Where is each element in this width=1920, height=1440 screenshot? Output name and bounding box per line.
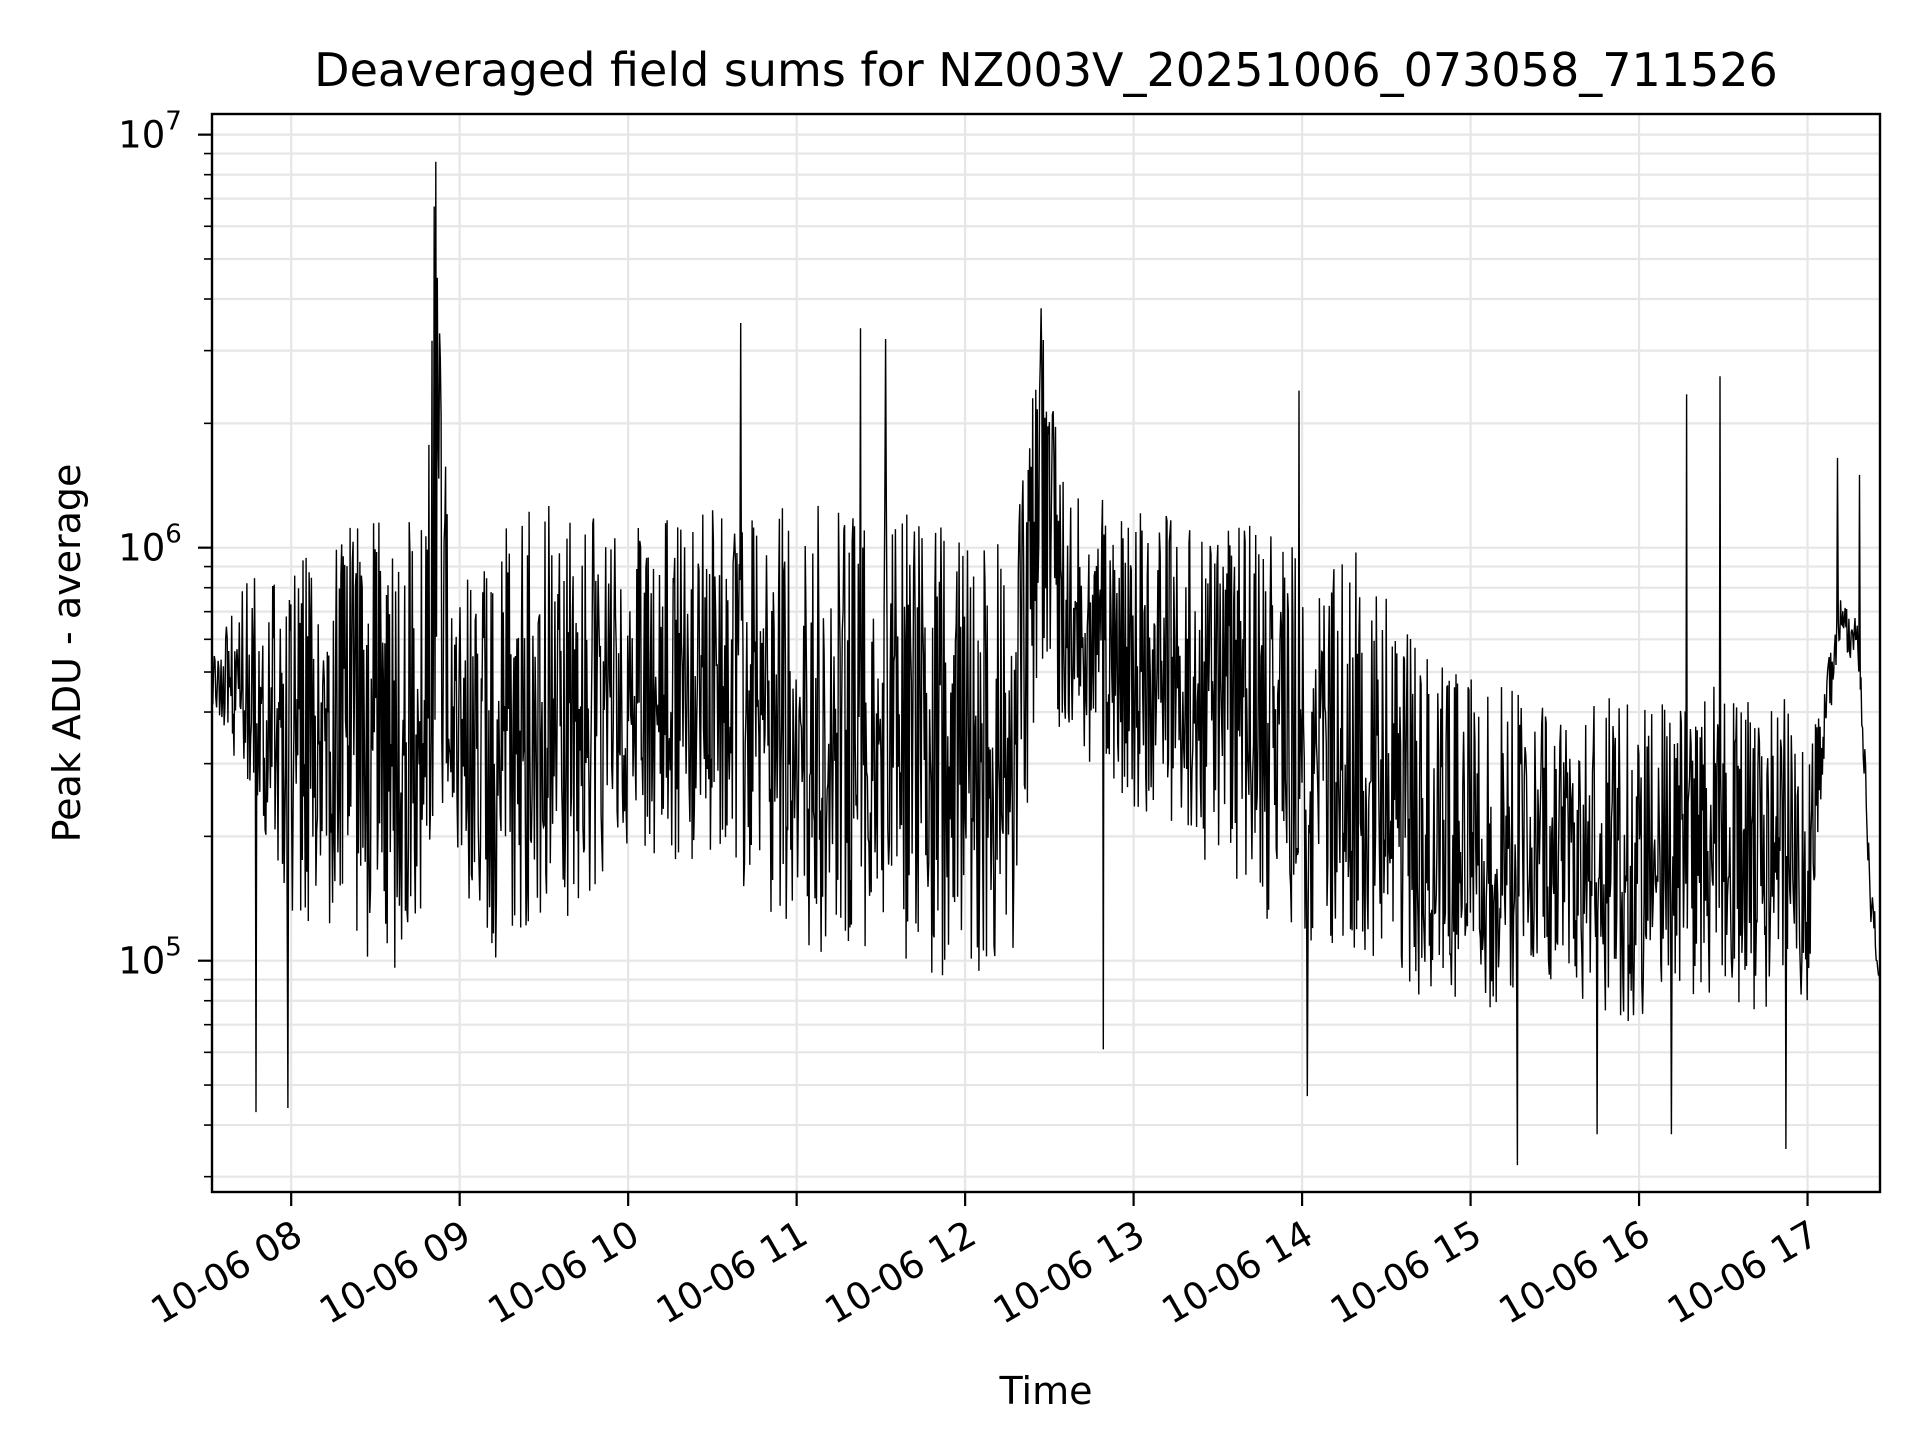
plot-frame <box>210 112 1882 1194</box>
x-axis-label: Time <box>999 1369 1093 1413</box>
y-axis-label: Peak ADU - average <box>45 464 89 843</box>
y-tick-label: 105 <box>118 933 182 983</box>
data-layer <box>211 161 1881 1166</box>
series-line <box>211 161 1881 1166</box>
chart-title: Deaveraged field sums for NZ003V_2025100… <box>314 43 1778 97</box>
y-tick-label: 107 <box>118 107 182 157</box>
y-tick-label: 106 <box>118 520 182 570</box>
